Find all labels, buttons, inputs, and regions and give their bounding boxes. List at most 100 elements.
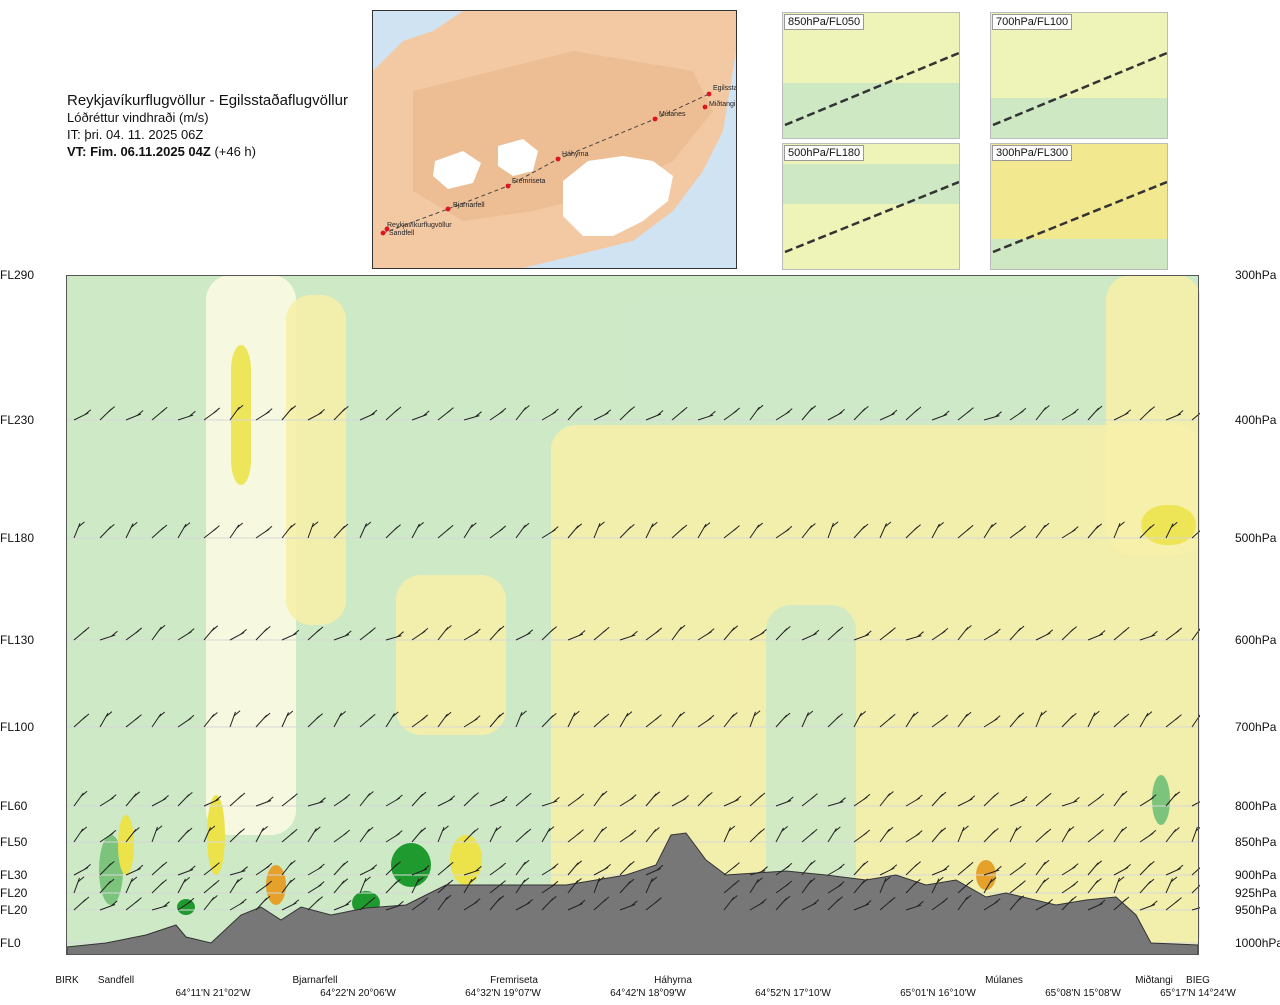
wind-barb-feather [707, 628, 715, 635]
wind-barb-feather [292, 899, 300, 906]
wind-barb [463, 415, 480, 421]
wind-barb-feather [213, 862, 220, 868]
wind-barb [411, 523, 420, 539]
wind-barb-feather [680, 524, 688, 531]
wind-barb-feather [522, 522, 530, 529]
wind-barb [151, 826, 158, 843]
cross-section-chart [66, 275, 1200, 955]
wind-barb-feather [600, 790, 608, 797]
chart-subtitle: Lóðréttur vindhraði (m/s) [67, 110, 209, 125]
wind-barb-feather [526, 898, 533, 905]
wind-barb-feather [473, 715, 481, 722]
thumb-300-route [992, 180, 1167, 254]
thumb-700-route [992, 51, 1167, 127]
wind-barb-feather [1124, 863, 1131, 870]
wind-barb-feather [448, 795, 456, 802]
wind-barb-feather [914, 406, 922, 413]
wind-barb-feather [577, 829, 584, 835]
wind-barb-feather [838, 408, 845, 415]
wind-barb-feather [421, 714, 429, 721]
wind-barb-feather [758, 828, 765, 835]
wind-barb-feather [446, 861, 454, 868]
wind-barb [645, 523, 654, 539]
wind-barb [1113, 877, 1120, 894]
wind-barb-feather [785, 862, 793, 869]
wind-barb-feather [526, 629, 534, 636]
wind-barb-feather [756, 404, 764, 411]
wind-barb [125, 523, 134, 539]
wind-barb-feather [864, 900, 872, 906]
wind-barb-feather [341, 523, 349, 530]
thumb-700[interactable]: 700hPa/FL100 [990, 12, 1168, 139]
wind-barb-feather [941, 897, 949, 904]
wind-barb-feather [1019, 880, 1026, 886]
wind-barb [723, 827, 731, 843]
wind-barb-feather [653, 791, 661, 798]
vertical-velocity-cell [391, 843, 431, 887]
wind-barb-feather [1092, 710, 1100, 717]
wind-barb-feather [1151, 630, 1158, 637]
wind-barb-feather [942, 865, 950, 871]
thumb-500-bg [783, 144, 959, 269]
wind-barb-feather [966, 861, 974, 868]
wind-barb [385, 635, 402, 641]
wind-barb-feather [160, 861, 168, 868]
wind-barb-feather [445, 625, 452, 631]
wind-barb-feather [964, 711, 972, 718]
wind-barb-feather [370, 409, 378, 416]
wind-barb-feather [395, 830, 403, 837]
wind-barb-feather [629, 794, 637, 801]
thumb-300[interactable]: 300hPa/FL300 [990, 143, 1168, 270]
wind-barb [1191, 907, 1200, 911]
wind-barb-feather [341, 860, 349, 867]
thumb-850[interactable]: 850hPa/FL050 [782, 12, 960, 139]
wind-barb-feather [630, 900, 638, 907]
wind-barb-feather [884, 521, 892, 528]
wind-barb-feather [263, 712, 271, 719]
wind-barb-feather [213, 407, 221, 414]
thumb-300-label: 300hPa/FL300 [992, 145, 1073, 161]
left-axis-label: FL0 [0, 936, 21, 950]
wind-barb-feather [241, 866, 248, 873]
wind-barb [931, 523, 940, 539]
wind-barb [1035, 711, 1043, 728]
wind-barb-feather [238, 828, 245, 835]
wind-barb-feather [108, 523, 115, 530]
thumb-500[interactable]: 500hPa/FL180 [782, 143, 960, 270]
wind-barb [73, 877, 80, 894]
thumb-700-svg [991, 13, 1167, 138]
wind-barb-feather [760, 898, 767, 905]
wind-barb-feather [158, 711, 166, 718]
wind-barb-feather [1145, 711, 1153, 717]
wind-barb-feather [394, 524, 401, 531]
wind-barb-feather [111, 630, 118, 637]
wind-barb-feather [578, 630, 586, 636]
wind-barb-feather [109, 829, 117, 836]
wind-barb-feather [422, 410, 430, 417]
wind-barb-feather [655, 627, 663, 634]
wind-barb [255, 827, 264, 843]
wind-barb-feather [188, 865, 196, 872]
wind-barb-feather [290, 828, 298, 835]
wind-barb-feather [442, 825, 449, 832]
wind-barb-feather [597, 876, 605, 883]
wind-barb-feather [941, 714, 949, 721]
coordinate-label: 65°01'N 16°10'W [900, 988, 976, 999]
wind-barb-feather [524, 792, 532, 799]
wind-barb-feather [107, 878, 115, 885]
wind-barb-feather [964, 894, 972, 901]
wind-barb-feather [783, 712, 791, 719]
wind-barb-feather [1173, 791, 1181, 798]
wind-barb-feather [1044, 792, 1052, 799]
wind-barb-feather [475, 865, 482, 872]
wind-barb-feather [1148, 523, 1155, 530]
vertical-velocity-cell [177, 899, 195, 915]
wind-barb-feather [786, 796, 794, 803]
wind-barb-feather [265, 862, 273, 869]
location-label: Sandfell [97, 975, 135, 986]
wind-barb-feather [1195, 826, 1200, 832]
wind-barb-feather [520, 710, 527, 717]
location-label: Fremriseta [490, 975, 538, 986]
wind-barb-feather [155, 825, 163, 832]
